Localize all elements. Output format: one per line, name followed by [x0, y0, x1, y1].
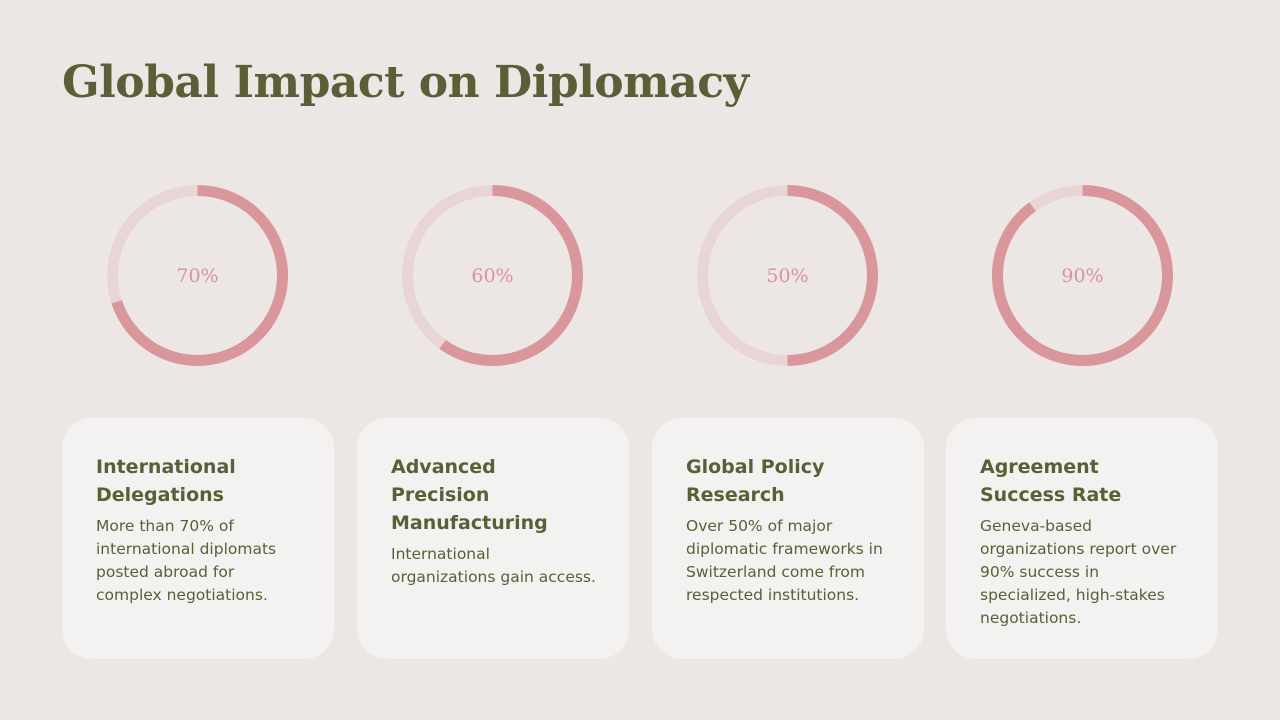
card-description: More than 70% of international diplomats… [96, 517, 277, 604]
donut-value-label: 90% [1061, 265, 1103, 287]
stat-card-international-delegations: International Delegations More than 70% … [62, 418, 334, 659]
card-title: International Delegations [96, 456, 236, 506]
card-description: Geneva-based organizations report over 9… [980, 517, 1177, 627]
donut-chart-svg: 60% [402, 185, 583, 366]
donut-chart-4: 90% [992, 185, 1173, 366]
slide-title: Global Impact on Diplomacy [62, 57, 749, 108]
card-title: Global Policy Research [686, 456, 825, 506]
donut-chart-3: 50% [697, 185, 878, 366]
donut-value-arc [992, 185, 1173, 366]
donut-chart-2: 60% [402, 185, 583, 366]
donut-chart-svg: 90% [992, 185, 1173, 366]
card-description: Over 50% of major diplomatic frameworks … [686, 517, 883, 604]
donut-value-label: 70% [176, 265, 218, 287]
stat-card-agreement-success-rate: Agreement Success Rate Geneva-based orga… [946, 418, 1218, 659]
stat-card-global-policy-research: Global Policy Research Over 50% of major… [652, 418, 924, 659]
donut-chart-1: 70% [107, 185, 288, 366]
donut-value-label: 60% [471, 265, 513, 287]
stat-card-advanced-precision-manufacturing: Advanced Precision Manufacturing Interna… [357, 418, 629, 659]
donut-chart-svg: 50% [697, 185, 878, 366]
donut-value-label: 50% [766, 265, 808, 287]
card-title: Agreement Success Rate [980, 456, 1122, 506]
donut-value-arc [111, 185, 288, 366]
donut-chart-svg: 70% [107, 185, 288, 366]
card-description: International organizations gain access. [391, 545, 596, 586]
card-title: Advanced Precision Manufacturing [391, 456, 548, 534]
donut-value-arc [787, 185, 878, 366]
donut-value-arc [439, 185, 583, 366]
